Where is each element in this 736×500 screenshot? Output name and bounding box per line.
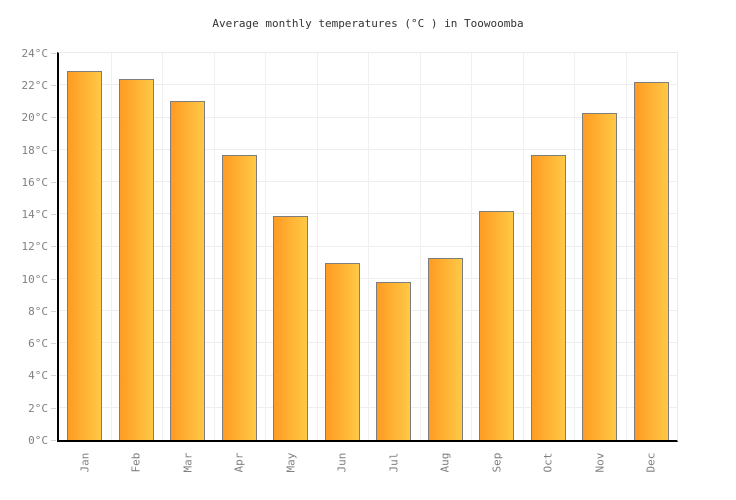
y-tick xyxy=(51,440,56,441)
plot-area xyxy=(57,52,678,442)
y-tick-label: 6°C xyxy=(28,337,48,350)
x-grid-line xyxy=(368,53,369,440)
chart-title: Average monthly temperatures (°C ) in To… xyxy=(212,17,524,30)
y-tick xyxy=(51,182,56,183)
bar-jan xyxy=(67,71,102,440)
x-tick-label: Dec xyxy=(644,452,658,473)
y-tick-label: 18°C xyxy=(21,144,49,157)
y-tick-label: 16°C xyxy=(21,176,49,189)
bar-jul xyxy=(376,282,411,440)
y-tick xyxy=(51,408,56,409)
bar-jun xyxy=(325,263,360,440)
y-tick-label: 4°C xyxy=(28,369,48,382)
y-tick xyxy=(51,279,56,280)
y-tick-label: 24°C xyxy=(21,47,49,60)
y-tick-label: 12°C xyxy=(21,240,49,253)
y-tick xyxy=(51,214,56,215)
x-grid-line xyxy=(111,53,112,440)
bar-mar xyxy=(170,101,205,440)
y-tick xyxy=(51,85,56,86)
x-tick-label: Aug xyxy=(438,452,452,473)
bar-apr xyxy=(222,155,257,440)
x-tick-label: May xyxy=(284,452,298,473)
bar-nov xyxy=(582,113,617,440)
x-tick-label: Mar xyxy=(181,452,195,473)
x-grid-line xyxy=(574,53,575,440)
x-tick-label: Jun xyxy=(335,452,349,473)
bar-aug xyxy=(428,258,463,440)
x-tick-label: Nov xyxy=(593,452,607,473)
x-tick-label: Feb xyxy=(129,452,143,473)
y-tick-label: 0°C xyxy=(28,434,48,447)
x-grid-line xyxy=(265,53,266,440)
y-tick-label: 8°C xyxy=(28,305,48,318)
x-grid-line xyxy=(523,53,524,440)
y-tick xyxy=(51,311,56,312)
y-tick-label: 22°C xyxy=(21,79,49,92)
x-tick-label: Jul xyxy=(387,452,401,473)
bar-may xyxy=(273,216,308,440)
x-tick-label: Sep xyxy=(490,452,504,473)
x-grid-line xyxy=(471,53,472,440)
y-tick xyxy=(51,117,56,118)
bar-sep xyxy=(479,211,514,440)
y-tick-label: 20°C xyxy=(21,111,49,124)
x-grid-line xyxy=(420,53,421,440)
bar-dec xyxy=(634,82,669,440)
y-tick xyxy=(51,246,56,247)
x-grid-line xyxy=(317,53,318,440)
x-grid-line xyxy=(214,53,215,440)
x-tick-label: Apr xyxy=(232,452,246,473)
x-tick-label: Oct xyxy=(541,452,555,473)
y-tick xyxy=(51,150,56,151)
x-grid-line xyxy=(626,53,627,440)
bar-feb xyxy=(119,79,154,440)
y-tick xyxy=(51,375,56,376)
y-tick-label: 14°C xyxy=(21,208,49,221)
y-tick-label: 10°C xyxy=(21,273,49,286)
y-tick-label: 2°C xyxy=(28,402,48,415)
x-grid-line xyxy=(162,53,163,440)
y-tick xyxy=(51,343,56,344)
bar-oct xyxy=(531,155,566,440)
x-tick-label: Jan xyxy=(78,452,92,473)
y-tick xyxy=(51,53,56,54)
